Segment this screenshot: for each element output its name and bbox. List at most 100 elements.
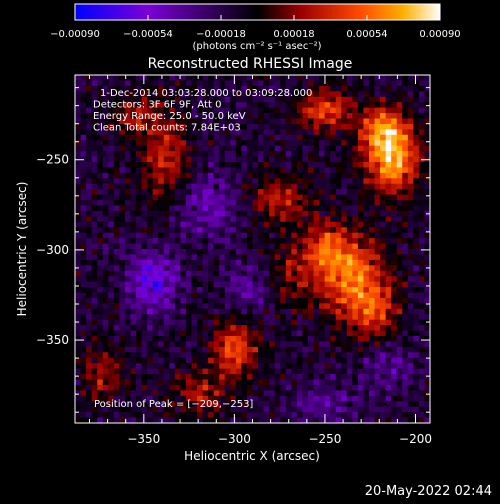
heatmap-cell (185, 254, 193, 261)
heatmap-cell (396, 75, 403, 82)
heatmap-cell (174, 390, 181, 397)
heatmap-cell (97, 123, 104, 130)
heatmap-cell (280, 259, 287, 266)
heatmap-cell (319, 341, 326, 348)
heatmap-cell (302, 107, 309, 114)
heatmap-cell (163, 205, 170, 212)
heatmap-cell (141, 156, 148, 163)
heatmap-cell (380, 238, 387, 245)
heatmap-cell (246, 85, 254, 92)
heatmap-cell (202, 390, 209, 397)
heatmap-cell (169, 156, 176, 163)
heatmap-cell (102, 314, 109, 321)
heatmap-cell (391, 129, 398, 136)
heatmap-cell (380, 368, 387, 375)
heatmap-cell (230, 140, 237, 147)
heatmap-cell (424, 96, 430, 103)
heatmap-cell (280, 336, 287, 343)
heatmap-cell (391, 189, 398, 196)
heatmap-cell (136, 308, 143, 315)
heatmap-cell (163, 167, 170, 174)
heatmap-cell (224, 287, 231, 294)
heatmap-cell (91, 113, 98, 120)
heatmap-cell (185, 303, 193, 310)
heatmap-cell (396, 292, 403, 299)
heatmap-cell (235, 238, 243, 245)
heatmap-cell (158, 183, 165, 190)
heatmap-cell (307, 254, 315, 261)
heatmap-cell (363, 303, 370, 310)
heatmap-cell (147, 249, 154, 256)
heatmap-cell (346, 200, 353, 207)
heatmap-cell (291, 390, 298, 397)
heatmap-cell (302, 346, 309, 353)
heatmap-cell (80, 140, 87, 147)
heatmap-cell (346, 167, 353, 174)
heatmap-cell (191, 265, 198, 272)
heatmap-cell (246, 308, 254, 315)
heatmap-cell (219, 346, 226, 353)
heatmap-cell (152, 189, 159, 196)
heatmap-cell (80, 151, 87, 158)
heatmap-cell (213, 374, 220, 381)
heatmap-cell (380, 314, 387, 321)
heatmap-cell (163, 308, 170, 315)
heatmap-cell (296, 395, 304, 402)
heatmap-cell (319, 232, 326, 239)
heatmap-cell (324, 123, 331, 130)
heatmap-cell (75, 145, 82, 152)
heatmap-cell (424, 162, 430, 169)
heatmap-cell (80, 336, 87, 343)
heatmap-cell (191, 118, 198, 125)
heatmap-cell (152, 325, 159, 332)
heatmap-cell (241, 395, 248, 402)
heatmap-cell (274, 227, 281, 234)
heatmap-cell (91, 265, 98, 272)
heatmap-cell (330, 374, 337, 381)
heatmap-cell (269, 417, 276, 423)
heatmap-cell (97, 118, 104, 125)
heatmap-cell (119, 129, 126, 136)
heatmap-cell (391, 140, 398, 147)
heatmap-cell (374, 363, 381, 370)
heatmap-cell (252, 303, 259, 310)
heatmap-cell (158, 243, 165, 250)
heatmap-cell (341, 85, 348, 92)
heatmap-cell (291, 308, 298, 315)
heatmap-cell (169, 330, 176, 337)
heatmap-cell (246, 314, 254, 321)
heatmap-cell (141, 162, 148, 169)
heatmap-cell (385, 259, 392, 266)
heatmap-cell (269, 412, 276, 419)
heatmap-cell (402, 80, 409, 87)
heatmap-cell (169, 336, 176, 343)
heatmap-cell (230, 319, 237, 326)
heatmap-cell (208, 200, 215, 207)
heatmap-cell (374, 292, 381, 299)
heatmap-cell (296, 249, 304, 256)
heatmap-cell (363, 123, 370, 130)
heatmap-cell (380, 395, 387, 402)
heatmap-cell (185, 113, 193, 120)
heatmap-cell (230, 210, 237, 217)
heatmap-cell (113, 259, 120, 266)
heatmap-cell (169, 379, 176, 386)
heatmap-cell (296, 352, 304, 359)
heatmap-cell (374, 314, 381, 321)
heatmap-cell (235, 232, 243, 239)
heatmap-cell (357, 287, 365, 294)
heatmap-cell (163, 297, 170, 304)
heatmap-cell (391, 172, 398, 179)
heatmap-cell (341, 346, 348, 353)
heatmap-cell (152, 134, 159, 141)
heatmap-cell (119, 183, 126, 190)
heatmap-cell (274, 330, 281, 337)
heatmap-cell (291, 336, 298, 343)
heatmap-cell (291, 151, 298, 158)
heatmap-cell (136, 75, 143, 82)
heatmap-cell (108, 363, 115, 370)
heatmap-cell (285, 221, 292, 228)
heatmap-cell (346, 172, 353, 179)
heatmap-cell (97, 129, 104, 136)
heatmap-cell (119, 178, 126, 185)
